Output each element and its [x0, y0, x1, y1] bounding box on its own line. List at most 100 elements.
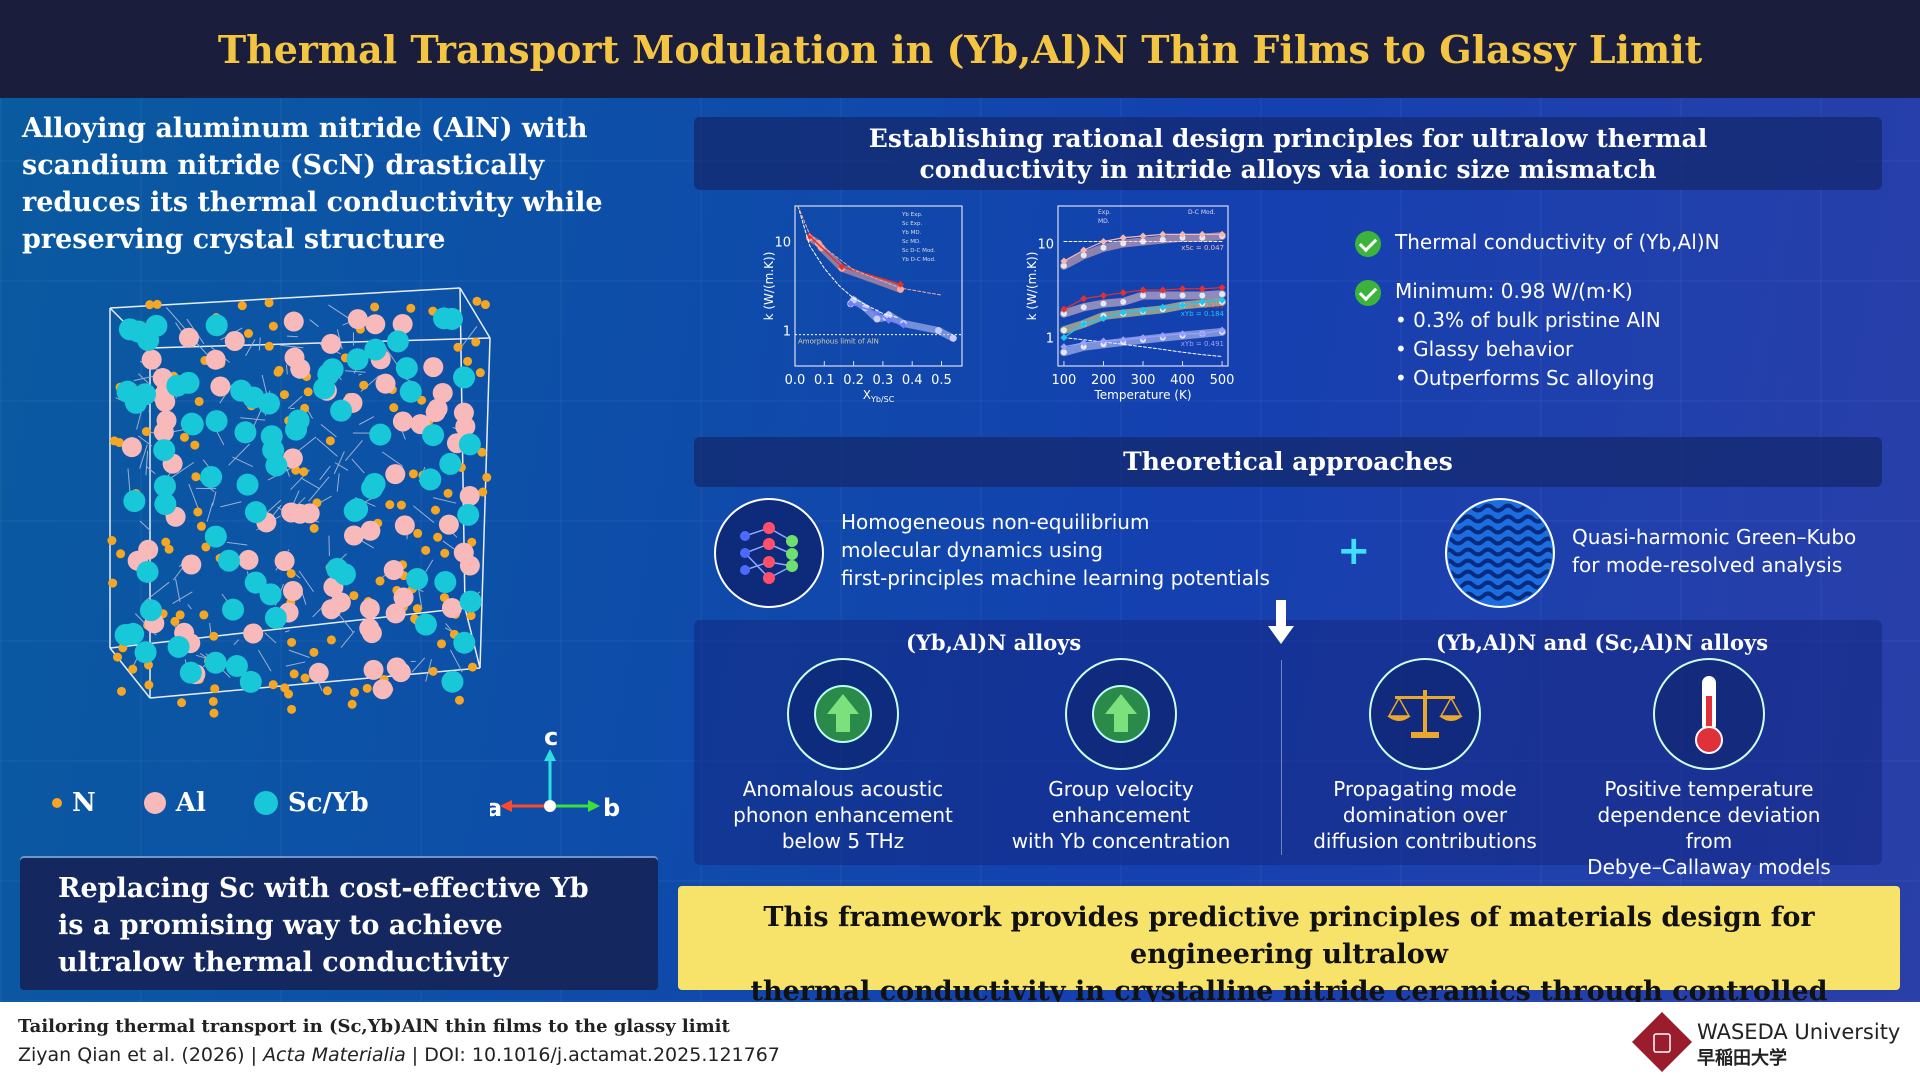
x-tick-label: 0.1 [814, 373, 835, 388]
n-atom [430, 505, 440, 515]
bond [233, 639, 240, 646]
x-tick-label: 300 [1131, 373, 1156, 388]
series-line-md [849, 302, 905, 326]
cell-edge [149, 667, 481, 699]
sc-yb-atom-icon [253, 791, 278, 815]
legend-entry: Yb MD. [901, 230, 922, 236]
journal-name: Acta Materialia [263, 1044, 406, 1066]
wave-line [1448, 558, 1552, 568]
plot-frame [794, 205, 963, 367]
sc-yb-atom [114, 623, 137, 646]
n-atom [480, 300, 490, 310]
al-atom [178, 327, 199, 348]
bond [339, 614, 354, 633]
al-atom [392, 411, 413, 432]
bond [340, 630, 355, 648]
al-atom [141, 349, 162, 370]
legend-entry: MD. [1098, 218, 1110, 225]
n-atom [466, 611, 476, 621]
n-atom [177, 698, 187, 708]
n-atom [453, 342, 463, 352]
n-atom [108, 578, 118, 588]
data-point-exp [1100, 244, 1107, 251]
sc-yb-atom [217, 549, 240, 572]
axis-b-label: b [603, 794, 620, 822]
data-point-exp [1060, 310, 1067, 317]
al-atom [375, 373, 396, 394]
n-atom [478, 487, 488, 497]
check-icon [1355, 279, 1381, 306]
bond [139, 520, 151, 531]
n-atom [428, 666, 438, 676]
n-atom-icon [52, 798, 62, 808]
n-atom [210, 684, 220, 694]
logo-text-jp: 早稲田大学 [1697, 1048, 1787, 1069]
sc-yb-atom [264, 606, 287, 629]
bond [264, 632, 277, 644]
n-atom [287, 704, 297, 714]
wave-line [1448, 536, 1552, 546]
data-point-exp [935, 327, 943, 335]
n-atom [280, 683, 290, 693]
cell-edge [149, 337, 491, 349]
y-tick-label: 1 [1046, 332, 1054, 347]
n-atom [175, 610, 185, 620]
n-atom [408, 469, 418, 479]
bond [226, 541, 248, 546]
data-point-exp [1080, 304, 1087, 311]
bond [170, 461, 195, 479]
n-atom [243, 329, 253, 339]
n-atom [326, 635, 336, 645]
x-tick-label: 0.5 [931, 373, 952, 388]
n-atom [350, 687, 360, 697]
down-arrow-icon [1268, 600, 1294, 644]
y-axis-label: k (W/(m.K)) [762, 252, 776, 321]
n-atom [107, 536, 117, 546]
sc-yb-atom [234, 421, 257, 444]
axis-a-label: a [490, 794, 502, 822]
n-atom [191, 472, 201, 482]
n-atom [161, 537, 171, 547]
n-atom [309, 647, 319, 657]
bond [425, 559, 434, 573]
al-atom [343, 525, 364, 546]
finding-item: Propagating mode domination over diffusion… [1300, 658, 1550, 854]
n-atom [433, 532, 443, 542]
al-atom [425, 402, 446, 423]
n-atom [279, 390, 289, 400]
data-point-exp [1219, 291, 1226, 298]
theory-heading: Theoretical approaches [694, 437, 1882, 487]
sc-yb-atom [330, 399, 353, 422]
bond [245, 339, 256, 356]
al-atom [453, 402, 474, 423]
sc-yb-atom [154, 493, 177, 516]
x-tick-label: 0.3 [873, 373, 894, 388]
y-tick-label: 1 [783, 325, 791, 340]
sc-yb-atom [260, 425, 283, 448]
n-atom [273, 367, 283, 377]
al-atom [289, 503, 310, 524]
sc-yb-atom [459, 590, 482, 613]
n-atom [412, 604, 422, 614]
al-atom [392, 314, 413, 335]
sc-yb-atom [386, 330, 409, 353]
bond [175, 578, 181, 602]
data-point-exp [1140, 238, 1146, 245]
wave-sphere-icon [1445, 498, 1555, 608]
sc-yb-atom [137, 329, 160, 352]
group-title-yb-sc: (Yb,Al)N and (Sc,Al)N alloys [1436, 630, 1769, 655]
sub-bullet: • Glassy behavior [1395, 337, 1574, 361]
data-point-exp [1100, 300, 1107, 307]
y-axis-label: k (W/(m.K)) [1025, 252, 1039, 321]
bond [144, 581, 170, 602]
sc-yb-atom [230, 379, 253, 402]
chart-k-vs-temperature: 100 200 300 400 500 10 1 k (W/(m.K)) Temperature… [1025, 205, 1234, 402]
divider [1281, 660, 1282, 855]
balance-scale-icon [1387, 690, 1463, 738]
data-point-md [1178, 285, 1187, 293]
legend-al: Al [143, 788, 206, 818]
bond [345, 370, 366, 373]
doi-link[interactable]: | DOI: 10.1016/j.actamat.2025.121767 [405, 1044, 780, 1066]
n-atom [117, 686, 127, 696]
n-atom [359, 380, 369, 390]
